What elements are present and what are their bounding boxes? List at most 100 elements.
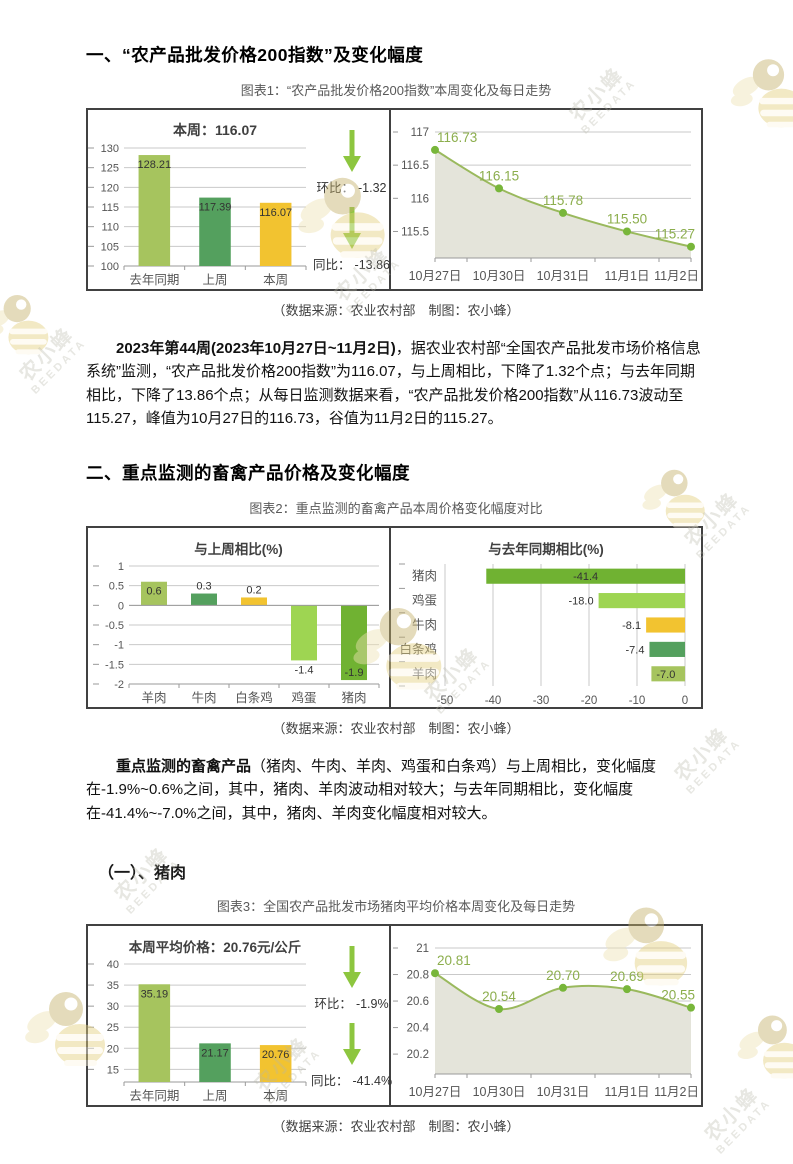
svg-text:11月2日: 11月2日 (654, 1085, 699, 1099)
svg-text:-1.9: -1.9 (344, 667, 363, 679)
index200-week-bar-chart: 100 105 110 115 120 125 130 128.21 去年同期 117.39 上周 1… (88, 143, 307, 287)
svg-text:羊肉: 羊肉 (412, 666, 437, 681)
svg-text:猪肉: 猪肉 (412, 569, 437, 583)
chart1-source: （数据来源：农业农村部 制图：农小蜂） (272, 303, 520, 318)
chart2-caption: 图表2：重点监测的畜禽产品本周价格变化幅度对比 (249, 501, 543, 516)
wow-stat-label: 环比： (314, 996, 352, 1011)
svg-text:20.76: 20.76 (262, 1049, 290, 1061)
svg-text:116: 116 (411, 193, 429, 205)
svg-text:-1.4: -1.4 (294, 664, 313, 676)
svg-text:20.4: 20.4 (407, 1022, 430, 1034)
svg-text:1: 1 (117, 561, 123, 573)
paragraph-body: ，据农业农村部“全国农产品批发市场价格信息系统”监测，“农产品批发价格200指数… (86, 340, 701, 427)
svg-text:115.5: 115.5 (401, 226, 429, 238)
svg-text:11月2日: 11月2日 (654, 269, 699, 283)
chart1-box: 本周：116.07 100 105 110 115 120 125 130 128.21 去年同… (86, 108, 703, 291)
svg-text:115.78: 115.78 (543, 193, 583, 208)
pork-week-bar-chart: 15 20 25 30 35 40 35.19 去年同期 21.17 上周 20.76 本周 (88, 959, 307, 1103)
svg-text:20.81: 20.81 (437, 953, 471, 968)
svg-text:0: 0 (117, 600, 123, 612)
svg-text:0.2: 0.2 (246, 584, 261, 596)
svg-text:鸡蛋: 鸡蛋 (412, 593, 437, 608)
chart3-source: （数据来源：农业农村部 制图：农小蜂） (272, 1118, 520, 1134)
section2-heading: 二、重点监测的畜禽产品价格及变化幅度 (86, 463, 410, 483)
paragraph-bold-lead: 2023年第44周(2023年10月27日~11月2日) (116, 340, 396, 357)
svg-text:猪肉: 猪肉 (341, 691, 366, 705)
svg-text:-20: -20 (581, 695, 598, 707)
report-page: 一、“农产品批发价格200指数”及变化幅度 图表1：“农产品批发价格200指数”… (86, 42, 706, 1135)
svg-text:30: 30 (107, 1001, 119, 1013)
svg-text:115.27: 115.27 (655, 227, 695, 242)
svg-text:10月31日: 10月31日 (537, 1085, 590, 1099)
svg-text:117: 117 (411, 127, 429, 139)
svg-text:去年同期: 去年同期 (129, 1089, 179, 1103)
svg-text:20.6: 20.6 (407, 996, 429, 1008)
svg-text:-7.4: -7.4 (626, 644, 645, 656)
svg-text:-18.0: -18.0 (569, 596, 594, 608)
chart1-line-panel: 115.5 116 116.5 117 116.73 10月27日 116.15 10月30日… (391, 110, 701, 289)
svg-text:本周: 本周 (263, 273, 288, 287)
svg-text:117.39: 117.39 (199, 202, 232, 214)
svg-text:-1.5: -1.5 (105, 659, 124, 671)
svg-text:20.69: 20.69 (610, 969, 644, 984)
svg-text:上周: 上周 (202, 1089, 227, 1103)
yoy-stat-label: 同比： (310, 1073, 349, 1088)
svg-text:105: 105 (101, 241, 119, 253)
svg-text:10月27日: 10月27日 (409, 1085, 462, 1099)
svg-text:15: 15 (107, 1064, 119, 1076)
svg-text:20.55: 20.55 (661, 987, 695, 1002)
down-arrow-icon (342, 1022, 361, 1065)
svg-text:116.07: 116.07 (259, 207, 292, 219)
wow-stat: 环比： -1.9% (314, 993, 388, 1012)
svg-text:鸡蛋: 鸡蛋 (291, 690, 316, 705)
yoy-stat: 同比： -13.86 (313, 254, 390, 273)
svg-text:牛肉: 牛肉 (191, 690, 216, 705)
section1-heading: 一、“农产品批发价格200指数”及变化幅度 (86, 45, 424, 65)
yoy-stat-label: 同比： (313, 258, 351, 272)
svg-text:白条鸡: 白条鸡 (399, 641, 437, 656)
svg-text:0.3: 0.3 (196, 581, 211, 593)
bee-watermark-icon (0, 295, 49, 355)
section2-paragraph: 重点监测的畜禽产品（猪肉、牛肉、羊肉、鸡蛋和白条鸡）与上周相比，变化幅度在-1.… (86, 755, 706, 825)
chart1-bar-panel: 本周：116.07 100 105 110 115 120 125 130 128.21 去年同… (88, 110, 391, 289)
svg-text:羊肉: 羊肉 (141, 690, 166, 705)
wow-stat-label: 环比： (316, 181, 354, 195)
svg-text:10月30日: 10月30日 (473, 269, 526, 283)
svg-text:128.21: 128.21 (138, 159, 172, 171)
chart3-box: 本周平均价格：20.76元/公斤 15 20 25 30 35 40 35.19 去年同期 21… (86, 923, 703, 1107)
svg-text:35.19: 35.19 (141, 988, 169, 1000)
watermark-text: 农小蜂 BEEDATA (15, 323, 89, 397)
chart3-stats-panel: 环比： -1.9% 同比： -41.4% (311, 926, 392, 1105)
paragraph-body: （猪肉、牛肉、羊肉、鸡蛋和白条鸡）与上周相比，变化幅度在-1.9%~0.6%之间… (86, 758, 657, 822)
svg-text:21.17: 21.17 (201, 1047, 229, 1059)
chart3-bar-panel: 本周平均价格：20.76元/公斤 15 20 25 30 35 40 35.19 去年同期 21… (88, 925, 392, 1105)
svg-text:-8.1: -8.1 (622, 620, 641, 632)
yoy-stat: 同比： -41.4% (311, 1070, 392, 1089)
svg-text:11月1日: 11月1日 (605, 1085, 650, 1099)
index200-daily-line-chart: 115.5 116 116.5 117 116.73 10月27日 116.15 10月30日… (393, 127, 699, 283)
wow-stat: 环比： -1.32 (316, 177, 386, 196)
down-arrow-icon (342, 945, 361, 988)
chart1-bar-title: 本周：116.07 (172, 122, 258, 138)
chart1-stats-panel: 环比： -1.32 同比： -13.86 (313, 110, 390, 289)
svg-text:-7.0: -7.0 (656, 669, 675, 681)
chart3-line-panel: 20.2 20.4 20.6 20.8 21 20.81 10月27日 20.54 10月30日… (391, 926, 701, 1105)
chart3-bar-title: 本周平均价格：20.76元/公斤 (128, 939, 302, 955)
svg-text:-10: -10 (629, 695, 646, 707)
chart2-yoy-panel: 与去年同期相比(%) -50 -40 -30 -20 -10 0 猪肉 -41.4 鸡蛋 -18.… (391, 528, 701, 707)
bee-watermark-icon (736, 1015, 793, 1079)
chart1-caption: 图表1：“农产品批发价格200指数”本周变化及每日走势 (240, 83, 552, 98)
svg-text:10月27日: 10月27日 (409, 269, 462, 283)
svg-text:25: 25 (107, 1022, 119, 1034)
svg-text:20.2: 20.2 (407, 1049, 429, 1061)
paragraph-bold-lead: 重点监测的畜禽产品 (116, 758, 252, 775)
down-arrow-icon (342, 130, 361, 172)
yoy-stat-value: -13.86 (354, 258, 390, 272)
svg-text:100: 100 (101, 261, 119, 273)
chart2-yoy-title: 与去年同期相比(%) (488, 542, 604, 557)
svg-text:120: 120 (101, 182, 119, 194)
svg-text:21: 21 (416, 943, 429, 955)
livestock-yoy-hbar-chart: -50 -40 -30 -20 -10 0 猪肉 -41.4 鸡蛋 -18.0 牛肉 -8.1 白条鸡 -… (399, 563, 688, 707)
svg-text:20.70: 20.70 (546, 968, 580, 983)
watermark-text: 农小蜂 BEEDATA (700, 1083, 774, 1157)
